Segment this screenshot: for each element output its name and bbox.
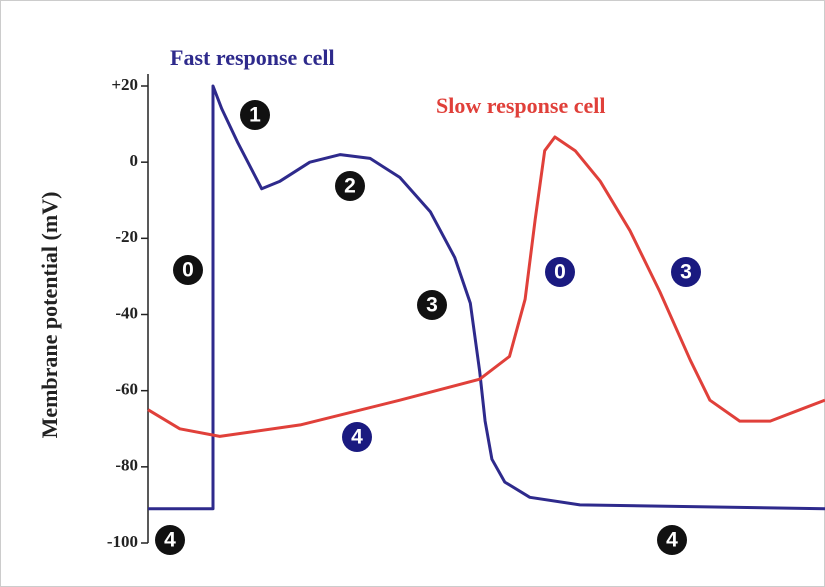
phase-label: 4 [351, 426, 363, 449]
y-tick-label: -100 [107, 532, 138, 551]
y-tick-label: -60 [115, 380, 138, 399]
phase-marker [240, 100, 270, 130]
phase-marker [342, 422, 372, 452]
series-line [147, 135, 825, 438]
y-tick-label: -80 [115, 456, 138, 475]
y-tick-label: -20 [115, 227, 138, 246]
phase-marker [417, 290, 447, 320]
phase-marker [657, 525, 687, 555]
y-tick-label: 0 [130, 151, 139, 170]
y-tick-label: -40 [115, 303, 138, 322]
phase-marker [335, 171, 365, 201]
y-axis-label: Membrane potential (mV) [37, 192, 62, 439]
y-tick-label: +20 [111, 75, 138, 94]
phase-label: 1 [249, 104, 261, 127]
phase-marker [173, 255, 203, 285]
series-line [148, 84, 825, 511]
phase-label: 4 [164, 529, 176, 552]
phase-label: 3 [426, 294, 438, 317]
phase-marker [671, 257, 701, 287]
phase-label: 4 [666, 529, 678, 552]
phase-marker [545, 257, 575, 287]
phase-label: 0 [554, 261, 566, 284]
phase-label: 0 [182, 259, 194, 282]
phase-label: 2 [344, 175, 356, 198]
phase-marker [155, 525, 185, 555]
series-label: Slow response cell [436, 93, 605, 118]
phase-label: 3 [680, 261, 692, 284]
series-label: Fast response cell [170, 45, 335, 70]
